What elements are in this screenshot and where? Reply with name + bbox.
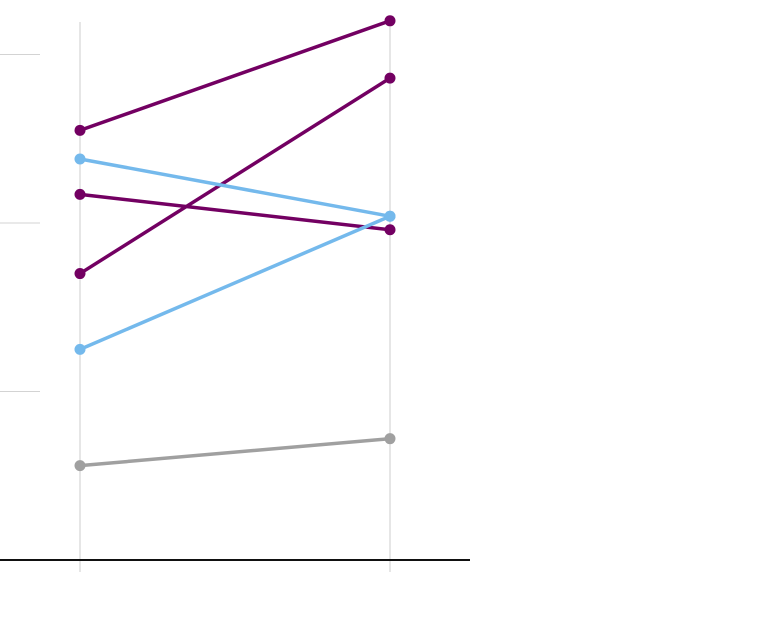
- series-3-point-2: [384, 224, 396, 236]
- series-1-point-2: [384, 15, 396, 27]
- series-line-1: [78, 19, 392, 133]
- series-line-6: [78, 436, 392, 468]
- series-line-4: [78, 157, 392, 219]
- series-markers: [74, 15, 396, 472]
- series-2-point-2: [384, 72, 396, 84]
- series-6-point-1: [74, 460, 86, 472]
- series-5-point-1: [74, 343, 86, 355]
- series-4-point-1: [74, 153, 86, 165]
- series-line-3: [78, 192, 392, 232]
- series-1-point-1: [74, 124, 86, 136]
- series-lines: [78, 19, 392, 468]
- gridlines: [0, 54, 40, 392]
- series-line-5: [78, 214, 392, 352]
- series-3-point-1: [74, 188, 86, 200]
- series-5-point-2: [384, 210, 396, 222]
- category-columns: [79, 22, 391, 572]
- series-2-point-1: [74, 268, 86, 280]
- series-6-point-2: [384, 433, 396, 445]
- series-line-2: [78, 76, 392, 276]
